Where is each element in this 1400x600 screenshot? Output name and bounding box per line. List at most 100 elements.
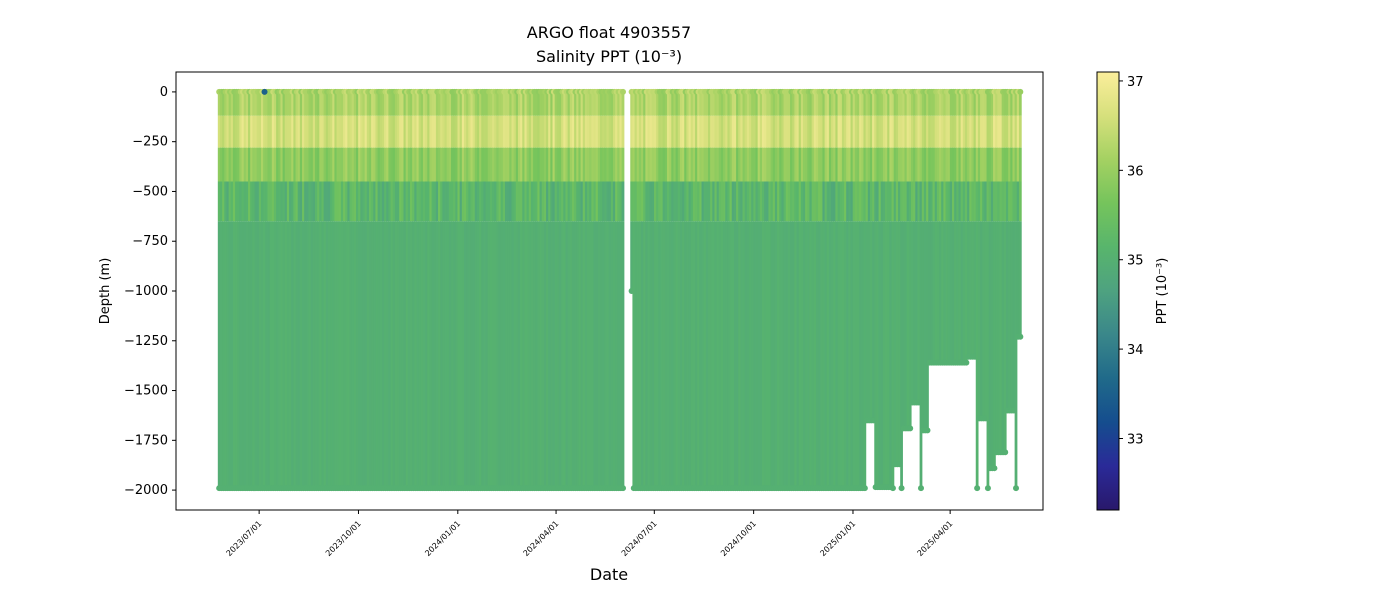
profile-segment: [882, 147, 886, 182]
x-tick-label: 2024/10/01: [719, 519, 758, 558]
profile-segment: [971, 115, 975, 148]
profile-segment: [824, 91, 828, 116]
profile-segment: [232, 147, 236, 182]
profile-segment: [1018, 147, 1022, 182]
profile-segment: [457, 181, 461, 222]
profile-segment: [267, 91, 271, 116]
profile-segment: [548, 221, 551, 489]
profile-segment: [958, 181, 962, 222]
profile-segment: [684, 91, 687, 116]
profile-segment: [943, 181, 947, 222]
profile-segment: [861, 115, 865, 148]
profile-segment: [746, 91, 750, 116]
profile-segment: [787, 221, 791, 489]
profile-segment: [228, 147, 232, 182]
profile-segment: [606, 221, 610, 489]
profile-segment: [943, 91, 947, 116]
profile-segment: [235, 221, 238, 489]
profile-segment: [1018, 115, 1022, 148]
profile-segment: [986, 115, 990, 148]
profile-segment: [250, 147, 253, 182]
profile-segment: [805, 91, 808, 116]
profile-segment: [997, 147, 1001, 182]
profile-segment: [844, 221, 847, 489]
profile-segment: [766, 147, 770, 182]
profile-segment: [910, 147, 914, 182]
profile-segment: [543, 91, 547, 116]
profile-segment: [1018, 181, 1022, 222]
y-tick-label: −750: [132, 234, 168, 249]
profile-segment: [895, 221, 899, 465]
profile-segment: [692, 115, 696, 148]
profile-segment: [360, 147, 364, 182]
profile-segment: [433, 181, 437, 222]
profile-segment: [841, 115, 845, 148]
profile-segment: [319, 181, 323, 222]
profile-segment: [941, 147, 944, 182]
profile-segment: [720, 181, 724, 222]
profile-segment: [591, 115, 595, 148]
profile-bottom-point: [907, 425, 914, 432]
profile-segment: [349, 221, 353, 489]
profile-segment: [517, 181, 521, 222]
profile-segment: [1012, 91, 1016, 116]
profile-segment: [593, 147, 597, 182]
profile-segment: [472, 115, 476, 148]
profile-segment: [610, 91, 614, 116]
profile-segment: [219, 147, 223, 182]
profile-segment: [688, 91, 692, 116]
profile-segment: [854, 91, 858, 116]
profile-segment: [284, 147, 288, 182]
profile-segment: [690, 147, 694, 182]
profile-segment: [913, 181, 916, 222]
profile-segment: [666, 115, 670, 148]
profile-segment: [481, 91, 485, 116]
profile-segment: [848, 181, 852, 222]
profile-segment: [666, 181, 670, 222]
profile-segment: [720, 115, 724, 148]
profile-segment: [498, 147, 502, 182]
profile-segment: [403, 181, 407, 222]
profile-bottom-point: [1002, 449, 1009, 456]
profile-segment: [973, 91, 977, 116]
profile-segment: [876, 181, 880, 222]
profile-segment: [461, 147, 465, 182]
profile-segment: [666, 91, 670, 116]
profile-segment: [463, 91, 467, 116]
profile-segment: [446, 147, 450, 182]
profile-segment: [986, 91, 990, 116]
profile-segment: [260, 147, 264, 182]
profile-segment: [638, 221, 642, 489]
profile-segment: [492, 147, 495, 182]
profile-segment: [662, 147, 666, 182]
profile-segment: [492, 221, 495, 489]
profile-segment: [578, 181, 582, 222]
profile-segment: [401, 91, 405, 116]
profile-segment: [403, 221, 407, 489]
profile-segment: [949, 147, 953, 182]
profile-segment: [651, 91, 655, 116]
profile-segment: [828, 181, 832, 222]
profile-segment: [364, 115, 368, 148]
profile-segment: [600, 221, 603, 489]
profile-segment: [237, 91, 241, 116]
profile-segment: [757, 91, 761, 116]
profile-segment: [772, 115, 776, 148]
profile-segment: [943, 147, 947, 182]
profile-segment: [995, 91, 998, 116]
profile-segment: [269, 147, 273, 182]
profile-segment: [276, 115, 279, 148]
profile-segment: [364, 91, 368, 116]
profile-segment: [587, 181, 590, 222]
profile-segment: [483, 91, 487, 116]
profile-segment: [744, 115, 748, 148]
profile-segment: [828, 115, 832, 148]
profile-segment: [494, 91, 497, 116]
profile-segment: [727, 147, 731, 182]
profile-segment: [893, 181, 897, 222]
profile-segment: [479, 221, 482, 489]
profile-segment: [273, 115, 277, 148]
profile-segment: [546, 115, 549, 148]
profile-segment: [908, 115, 912, 148]
profile-segment: [723, 221, 726, 489]
